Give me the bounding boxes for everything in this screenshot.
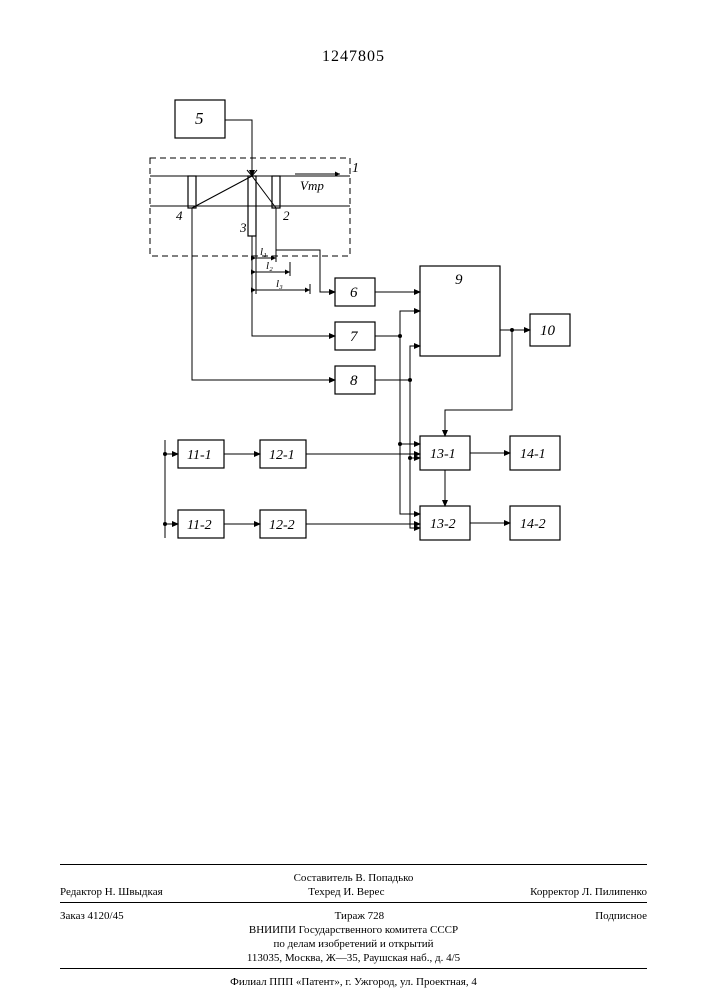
- svg-text:l₂: l₂: [266, 260, 273, 272]
- block-10-label: 10: [540, 323, 556, 339]
- wire-8-to-9: [375, 346, 420, 380]
- sensor-2: [272, 176, 280, 208]
- vtr-label: Vтр: [300, 178, 324, 193]
- block-14-2-label: 14-2: [520, 517, 546, 532]
- block-14-1-label: 14-1: [520, 447, 546, 462]
- order-no: Заказ 4120/45: [60, 909, 124, 923]
- block-12-2-label: 12-2: [269, 518, 295, 533]
- tech-editor: Техред И. Верес: [308, 885, 384, 899]
- wire-5-to-3: [225, 120, 252, 176]
- block-11-2-label: 11-2: [187, 518, 212, 533]
- block-7-label: 7: [350, 329, 359, 345]
- colophon: Составитель В. Попадько Редактор Н. Швыд…: [60, 862, 647, 989]
- compiler: Составитель В. Попадько: [60, 871, 647, 885]
- address-1: 113035, Москва, Ж—35, Раушская наб., д. …: [60, 951, 647, 965]
- dashed-frame-1: [150, 158, 350, 256]
- wire-4-to-8: [192, 208, 335, 380]
- org-line-2: по делам изобретений и открытий: [60, 937, 647, 951]
- org-line-1: ВНИИПИ Государственного комитета СССР: [60, 923, 647, 937]
- sensor-2-label: 2: [283, 208, 290, 223]
- dim-l3: l₃: [256, 278, 310, 294]
- subscription: Подписное: [595, 909, 647, 923]
- block-9-label: 9: [455, 272, 463, 288]
- frame-1-label: 1: [352, 161, 359, 176]
- svg-text:l₁: l₁: [260, 246, 267, 258]
- corrector: Корректор Л. Пилипенко: [530, 885, 647, 899]
- schematic: 5 1 Vтр 3 2 4 l₁ l₂ l₃ 6 7 8: [0, 0, 707, 720]
- sensor-4-label: 4: [176, 208, 183, 223]
- dim-l1: l₁: [256, 208, 276, 262]
- wire-7-to-9: [375, 311, 420, 336]
- wire-8-to-13-2: [410, 458, 420, 528]
- sensor-4: [188, 176, 196, 208]
- block-5-label: 5: [195, 109, 204, 128]
- sensor-3-label: 3: [239, 220, 247, 235]
- address-2: Филиал ППП «Патент», г. Ужгород, ул. Про…: [60, 975, 647, 989]
- editor: Редактор Н. Швыдкая: [60, 885, 163, 899]
- block-11-1-label: 11-1: [187, 448, 212, 463]
- block-13-1-label: 13-1: [430, 447, 456, 462]
- wire-9-to-13-1: [445, 330, 512, 436]
- wire-8-to-13-1: [410, 380, 420, 458]
- svg-text:l₃: l₃: [276, 278, 283, 290]
- block-13-2-label: 13-2: [430, 517, 456, 532]
- block-8-label: 8: [350, 373, 358, 389]
- block-6-label: 6: [350, 285, 358, 301]
- tirazh: Тираж 728: [335, 909, 385, 923]
- block-12-1-label: 12-1: [269, 448, 295, 463]
- dim-l2: l₂: [256, 260, 290, 276]
